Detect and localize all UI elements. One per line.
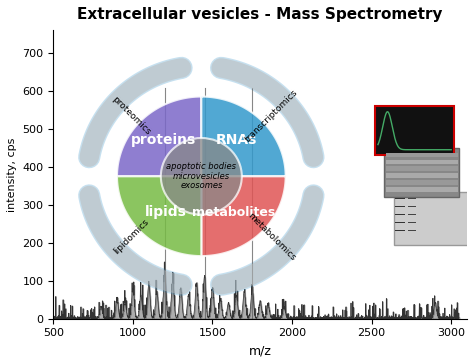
FancyBboxPatch shape [408,222,416,223]
FancyBboxPatch shape [386,153,457,157]
FancyBboxPatch shape [395,214,405,215]
PathPatch shape [117,96,201,176]
PathPatch shape [117,176,201,256]
FancyBboxPatch shape [386,166,457,171]
FancyBboxPatch shape [386,180,457,185]
FancyBboxPatch shape [384,148,459,197]
X-axis label: m/z: m/z [249,344,272,357]
Text: metabolites: metabolites [192,206,275,219]
Text: lipids: lipids [145,205,187,219]
Text: apoptotic bodies: apoptotic bodies [166,162,237,171]
FancyBboxPatch shape [408,198,416,199]
Text: RNAs: RNAs [216,134,257,147]
FancyBboxPatch shape [408,214,416,215]
Title: Extracellular vesicles - Mass Spectrometry: Extracellular vesicles - Mass Spectromet… [77,7,443,22]
Text: exosomes: exosomes [180,181,222,190]
Ellipse shape [161,138,242,215]
FancyBboxPatch shape [408,206,416,207]
Text: proteins: proteins [131,134,196,147]
FancyBboxPatch shape [386,159,457,164]
FancyBboxPatch shape [395,229,405,232]
Text: proteomics: proteomics [109,95,152,137]
PathPatch shape [201,176,286,256]
Text: lipidomics: lipidomics [111,217,150,256]
Text: transcriptomics: transcriptomics [244,88,300,144]
Text: microvesicles: microvesicles [173,172,230,181]
Y-axis label: intensity, cps: intensity, cps [7,137,17,211]
FancyBboxPatch shape [395,206,405,207]
FancyBboxPatch shape [408,229,416,232]
FancyBboxPatch shape [395,222,405,223]
FancyBboxPatch shape [395,198,405,199]
FancyBboxPatch shape [386,187,457,191]
Text: metabolomics: metabolomics [246,211,298,263]
FancyBboxPatch shape [394,191,474,245]
FancyBboxPatch shape [386,173,457,178]
FancyBboxPatch shape [375,106,454,155]
PathPatch shape [201,96,286,176]
